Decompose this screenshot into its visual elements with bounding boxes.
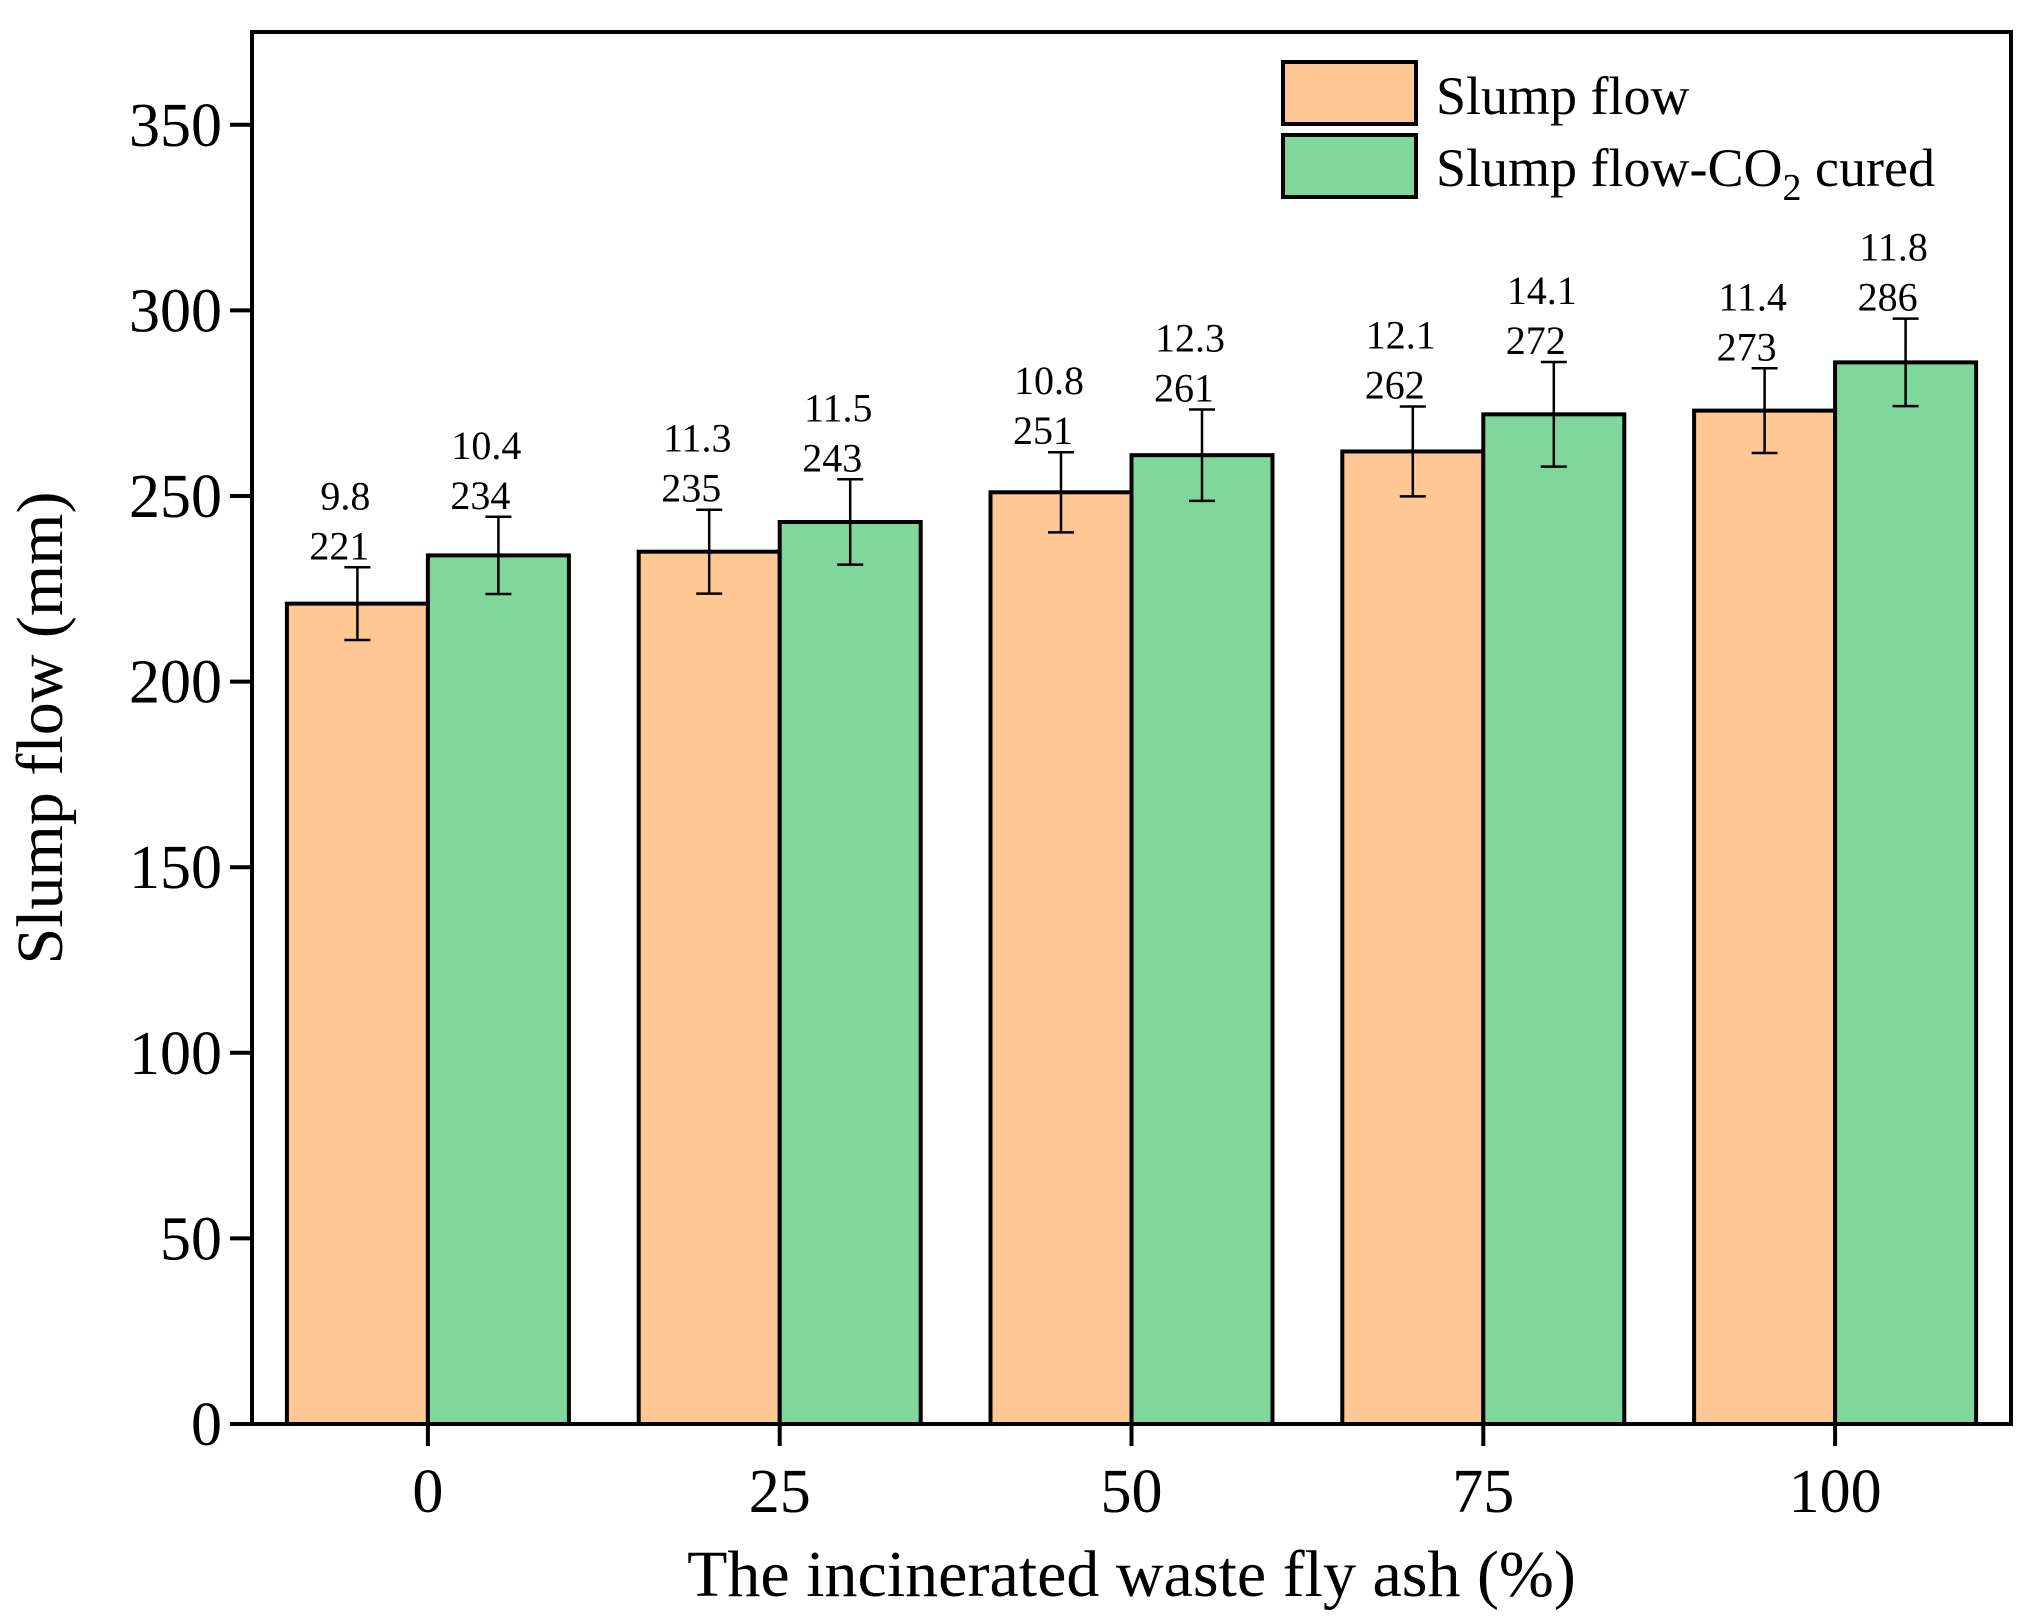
- legend-label-slump-flow: Slump flow: [1436, 66, 1690, 126]
- y-tick-label: 350: [129, 92, 222, 160]
- error-label: 11.3: [663, 416, 732, 461]
- y-tick-label: 100: [129, 1020, 222, 1088]
- bar-slump-flow-0: [284, 601, 430, 1426]
- bar-slump-flow-co2-50: [1129, 453, 1275, 1426]
- y-tick-label: 150: [129, 834, 222, 902]
- value-label: 235: [661, 466, 721, 511]
- error-label: 12.3: [1155, 316, 1225, 361]
- bar-slump-flow-co2-100: [1833, 360, 1979, 1426]
- legend-label-slump-flow-co2: Slump flow-CO2 cured: [1436, 138, 1935, 209]
- legend-label-main: Slump flow-CO: [1436, 138, 1783, 198]
- data-labels-layer: 221 9.8 234 10.4 235 11.3 243 11.5 251 10.8 261 12.…: [309, 225, 1927, 569]
- value-label: 243: [802, 435, 862, 480]
- bar-slump-flow-co2-75: [1481, 412, 1627, 1426]
- error-label: 11.4: [1718, 274, 1787, 319]
- x-tick-label: 75: [1452, 1458, 1514, 1526]
- value-label: 234: [450, 473, 510, 518]
- bars-layer: [284, 360, 1979, 1426]
- bar-slump-flow-co2-0: [425, 553, 571, 1426]
- y-tick-label: 50: [160, 1205, 222, 1273]
- legend: Slump flow Slump flow-CO2 cured: [1281, 60, 1935, 209]
- error-label: 14.1: [1507, 268, 1577, 313]
- x-tick-label: 100: [1789, 1458, 1882, 1526]
- y-axis-title: Slump flow (mm): [4, 492, 77, 965]
- bar-slump-flow-co2-25: [777, 519, 923, 1426]
- y-tick-label: 200: [129, 649, 222, 717]
- legend-label-subscript: 2: [1783, 167, 1802, 209]
- error-label: 10.4: [451, 423, 521, 468]
- value-label: 221: [309, 523, 369, 568]
- x-tick-label: 25: [749, 1458, 811, 1526]
- legend-swatch-slump-flow-co2: [1281, 133, 1418, 199]
- y-tick-label: 0: [191, 1391, 222, 1459]
- value-label: 273: [1717, 324, 1777, 369]
- error-label: 11.5: [804, 385, 873, 430]
- error-label: 11.8: [1859, 225, 1928, 270]
- error-label: 12.1: [1366, 313, 1436, 358]
- x-tick-label: 50: [1101, 1458, 1163, 1526]
- value-label: 272: [1506, 318, 1566, 363]
- bar-slump-flow-100: [1692, 408, 1838, 1426]
- y-tick-label: 250: [129, 463, 222, 531]
- x-axis-title: The incinerated waste fly ash (%): [687, 1538, 1576, 1611]
- error-label: 10.8: [1014, 358, 1084, 403]
- bar-slump-flow-25: [636, 549, 782, 1426]
- value-label: 261: [1154, 366, 1214, 411]
- bar-slump-flow-50: [988, 490, 1134, 1426]
- value-label: 251: [1013, 408, 1073, 453]
- x-tick-label: 0: [412, 1458, 443, 1526]
- legend-swatch-slump-flow: [1281, 60, 1418, 126]
- legend-label-suffix: cured: [1802, 138, 1935, 198]
- error-label: 9.8: [320, 473, 370, 518]
- error-bars-layer: [344, 317, 1919, 642]
- axes-layer: 0 50 100 150 200 250 300 350 0 25 50 75 100: [129, 92, 1882, 1526]
- value-label: 262: [1365, 363, 1425, 408]
- value-label: 286: [1858, 275, 1918, 320]
- y-tick-label: 300: [129, 277, 222, 345]
- bar-slump-flow-75: [1340, 449, 1486, 1426]
